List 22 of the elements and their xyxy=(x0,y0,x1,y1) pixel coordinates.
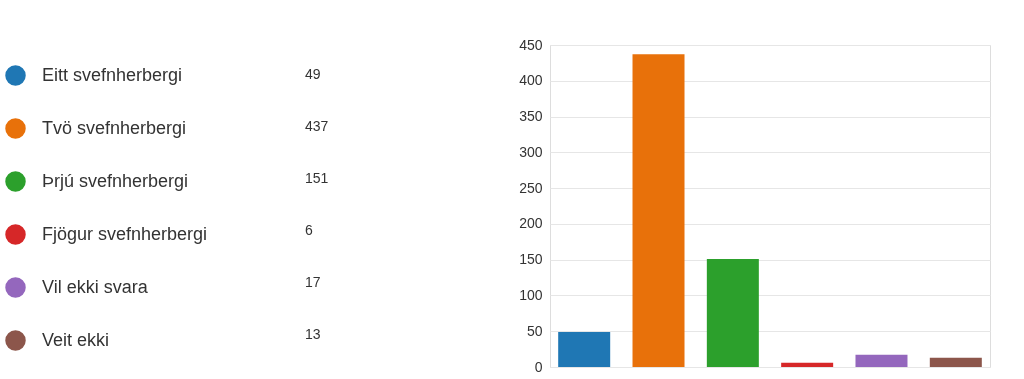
y-tick-label: 0 xyxy=(534,358,543,375)
y-tick-label: 150 xyxy=(519,251,543,268)
y-tick-label: 50 xyxy=(526,322,543,339)
text: 151 xyxy=(305,170,329,186)
y-tick-label: 300 xyxy=(519,143,543,160)
legend-label: Fjögur svefnherbergi xyxy=(42,223,208,244)
y-tick-label: 350 xyxy=(519,108,543,125)
legend-label: Þrjú svefnherbergi xyxy=(42,170,189,191)
y-tick-label: 400 xyxy=(519,72,543,89)
legend-label: Tvö svefnherbergi xyxy=(42,117,187,138)
text: 6 xyxy=(305,222,313,238)
y-tick-label: 450 xyxy=(519,36,543,53)
y-tick-label: 250 xyxy=(519,179,543,196)
legend-label: Vil ekki svara xyxy=(42,276,149,297)
legend-label: Veit ekki xyxy=(42,329,110,350)
y-tick-label: 200 xyxy=(519,215,543,232)
text: 49 xyxy=(305,66,321,82)
text: 13 xyxy=(305,326,321,342)
text: 437 xyxy=(305,118,329,134)
text: 17 xyxy=(305,274,321,290)
legend-label: Eitt svefnherbergi xyxy=(42,64,183,85)
y-tick-label: 100 xyxy=(519,286,543,303)
